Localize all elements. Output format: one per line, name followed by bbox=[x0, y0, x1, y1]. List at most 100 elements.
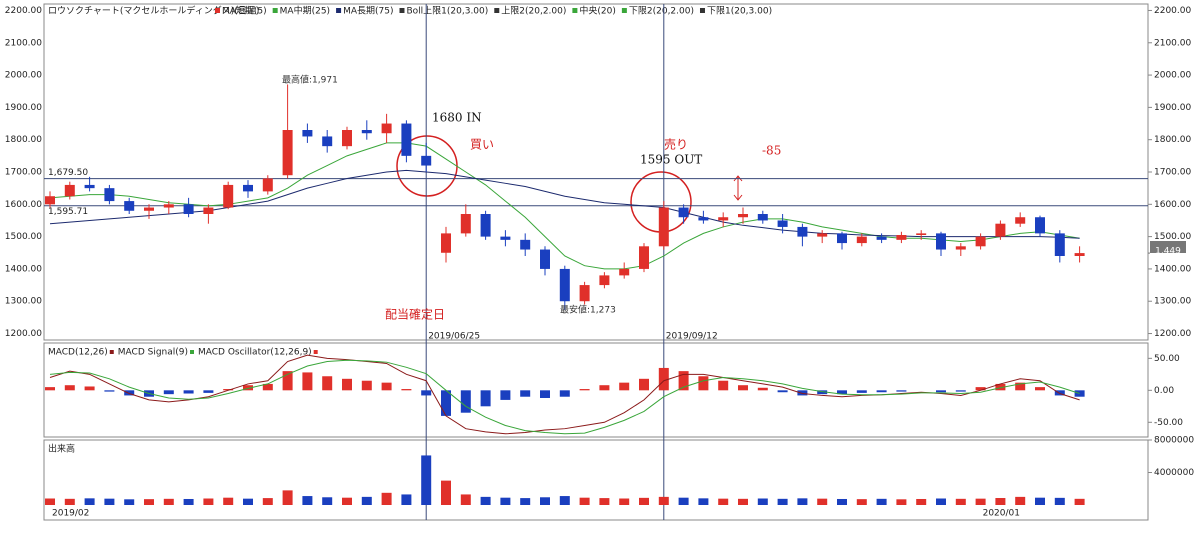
candle-body bbox=[559, 268, 570, 302]
y-tick-label: 0.00 bbox=[1154, 386, 1174, 396]
candle-body bbox=[698, 217, 709, 221]
candle-body bbox=[322, 136, 333, 147]
oscillator-bar bbox=[421, 390, 432, 396]
volume-bar bbox=[262, 498, 273, 505]
legend-swatch bbox=[313, 350, 318, 354]
arrow-heads bbox=[733, 175, 743, 201]
y-tick-label-left: 2200.00 bbox=[5, 6, 42, 16]
oscillator-bar bbox=[955, 390, 966, 392]
oscillator-bar bbox=[183, 390, 194, 394]
volume-bar bbox=[1054, 497, 1065, 505]
oscillator-bar bbox=[896, 390, 907, 392]
y-tick-label-left: 2000.00 bbox=[5, 71, 42, 81]
candle-body bbox=[361, 130, 372, 134]
legend-item: 下限1(20,3.00) bbox=[707, 6, 772, 17]
candle-body bbox=[579, 285, 590, 302]
candle-body bbox=[797, 226, 808, 237]
oscillator-bar bbox=[777, 390, 788, 393]
candle-body bbox=[738, 214, 748, 218]
candle-body bbox=[936, 233, 946, 250]
volume-bar bbox=[856, 499, 867, 505]
volume-bar bbox=[916, 498, 927, 505]
candle-body bbox=[718, 217, 729, 221]
candle-body bbox=[619, 268, 630, 276]
y-tick-label-left: 1700.00 bbox=[5, 168, 42, 178]
legend-swatch bbox=[494, 8, 500, 13]
y-tick-label: 4000000 bbox=[1154, 468, 1194, 478]
volume-bar bbox=[777, 498, 788, 505]
legend-swatch bbox=[336, 8, 342, 13]
y-tick-label: 8000000 bbox=[1154, 436, 1194, 446]
candle-body bbox=[1035, 217, 1045, 234]
candle-body bbox=[1054, 233, 1065, 256]
oscillator-bar bbox=[203, 390, 214, 393]
volume-bar bbox=[223, 497, 234, 505]
volume-bar bbox=[1015, 496, 1026, 505]
volume-bar bbox=[84, 498, 95, 505]
volume-bar bbox=[579, 497, 590, 505]
volume-bar bbox=[441, 480, 451, 505]
legend-item: Boll上限1(20,3.00) bbox=[406, 6, 488, 17]
y-tick-label: 2200.00 bbox=[1154, 6, 1191, 16]
oscillator-bar bbox=[480, 390, 491, 407]
candle-body bbox=[243, 184, 253, 192]
y-tick-label-left: 2100.00 bbox=[5, 38, 42, 48]
annotation: 売り bbox=[664, 137, 688, 152]
annotation: 買い bbox=[470, 138, 494, 152]
annotation: 最安値:1,273 bbox=[560, 304, 616, 316]
candle-body bbox=[757, 214, 768, 221]
candle-body bbox=[223, 184, 234, 208]
y-tick-label: 50.00 bbox=[1154, 354, 1180, 364]
volume-bar bbox=[678, 497, 689, 505]
volume-bar bbox=[381, 492, 392, 505]
volume-bar bbox=[797, 498, 808, 505]
volume-bar bbox=[559, 496, 570, 505]
y-tick-label-left: 1600.00 bbox=[5, 200, 42, 210]
candle-body bbox=[777, 220, 788, 227]
legend-item: MACD Signal(9) bbox=[118, 348, 188, 358]
y-tick-label: 1400.00 bbox=[1154, 264, 1191, 274]
candle-body bbox=[262, 178, 273, 192]
price-panel bbox=[43, 3, 1149, 341]
candle-body bbox=[1074, 253, 1085, 256]
candle-body bbox=[856, 236, 867, 244]
oscillator-bar bbox=[84, 386, 95, 391]
oscillator-bar bbox=[381, 382, 392, 391]
oscillator-bar bbox=[1015, 382, 1026, 391]
candle-body bbox=[302, 130, 313, 137]
legend-swatch bbox=[621, 8, 627, 13]
y-tick-label-left: 1400.00 bbox=[5, 264, 42, 274]
y-tick-label: 1600.00 bbox=[1154, 200, 1191, 210]
volume-bar bbox=[64, 498, 75, 505]
candle-body bbox=[995, 223, 1006, 237]
candle-body bbox=[104, 188, 115, 202]
oscillator-bar bbox=[441, 390, 451, 416]
oscillator-bar bbox=[936, 390, 946, 393]
y-tick-label: 1800.00 bbox=[1154, 135, 1191, 145]
legend-item: 中央(20) bbox=[579, 5, 615, 17]
legend-swatch bbox=[699, 8, 705, 13]
candle-body bbox=[896, 235, 907, 240]
oscillator-bar bbox=[738, 385, 748, 391]
annotation: 1595 OUT bbox=[640, 153, 702, 167]
candle-body bbox=[282, 130, 293, 176]
y-tick-label: 1500.00 bbox=[1154, 232, 1191, 242]
volume-bar bbox=[619, 498, 630, 505]
h-line-label: 1,595.71 bbox=[48, 207, 88, 217]
volume-bar bbox=[995, 498, 1006, 505]
legend-title: ロウソクチャート(マクセルホールディングス)(日足) bbox=[48, 5, 259, 17]
x-tick-label: 2019/09/12 bbox=[666, 332, 718, 342]
candle-body bbox=[540, 249, 550, 269]
volume-bar bbox=[520, 498, 531, 505]
candle-body bbox=[817, 233, 828, 237]
volume-bar bbox=[599, 498, 610, 505]
legend-swatch bbox=[399, 8, 405, 13]
y-tick-label: 1200.00 bbox=[1154, 329, 1191, 339]
candle-body bbox=[658, 207, 669, 247]
ma-line bbox=[49, 142, 1080, 270]
candle-body bbox=[1015, 217, 1026, 224]
oscillator-bar bbox=[718, 380, 729, 391]
volume-bar bbox=[401, 494, 412, 505]
candle-body bbox=[183, 204, 194, 214]
oscillator-bar bbox=[559, 390, 570, 397]
